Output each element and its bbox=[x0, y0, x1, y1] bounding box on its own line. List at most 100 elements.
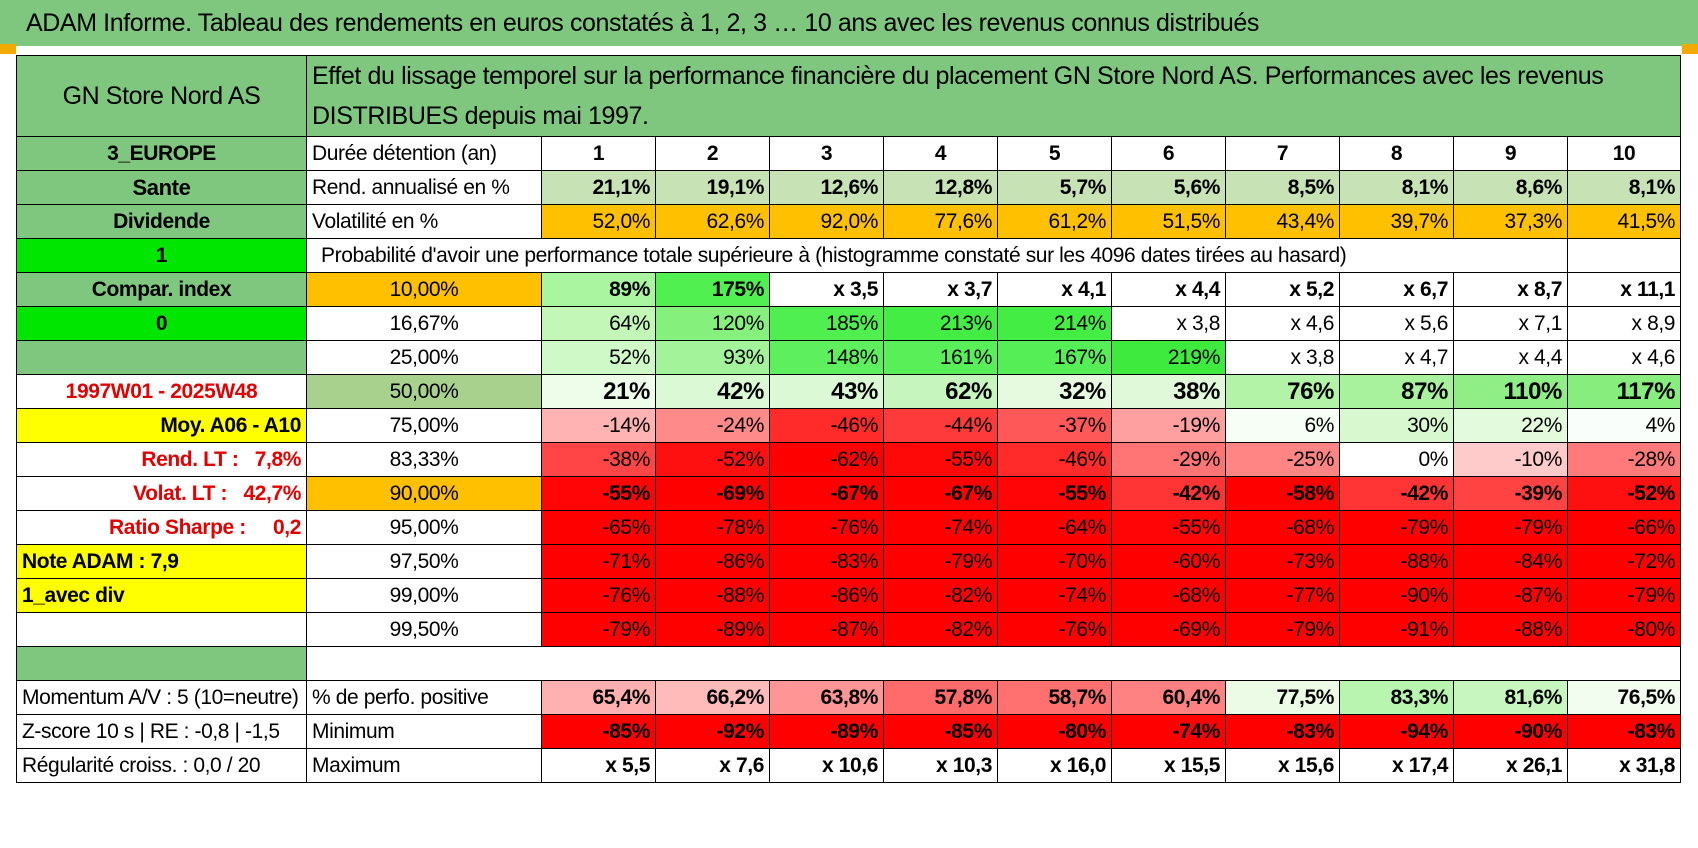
flag-zero: 0 bbox=[16, 306, 307, 341]
quantile-cell: -83% bbox=[769, 544, 884, 579]
annual-return-cell: 21,1% bbox=[541, 170, 656, 205]
year-header-cell: 2 bbox=[655, 136, 770, 171]
year-header-cell: 5 bbox=[997, 136, 1112, 171]
quantile-cell: 167% bbox=[997, 340, 1112, 375]
maximum-cell: x 16,0 bbox=[997, 748, 1112, 783]
quantile-cell: -79% bbox=[1225, 612, 1340, 647]
long-term-volatility-value: 42,7% bbox=[243, 481, 301, 505]
annual-return-cell: 8,1% bbox=[1566, 170, 1682, 205]
quantile-cell: x 7,1 bbox=[1453, 306, 1568, 341]
annual-return-cell: 8,6% bbox=[1453, 170, 1568, 205]
year-header-cell: 9 bbox=[1453, 136, 1568, 171]
quantile-cell: -89% bbox=[655, 612, 770, 647]
quantile-cell: -38% bbox=[541, 442, 656, 477]
maximum-cell: x 31,8 bbox=[1566, 748, 1682, 783]
quantile-cell: -80% bbox=[1566, 612, 1682, 647]
quantile-cell: -74% bbox=[997, 578, 1112, 613]
quantile-cell: -69% bbox=[1111, 612, 1226, 647]
positive-perf-cell: 83,3% bbox=[1339, 680, 1454, 715]
annual-return-cell: 5,6% bbox=[1111, 170, 1226, 205]
quantile-cell: -76% bbox=[541, 578, 656, 613]
volatility-cell: 62,6% bbox=[655, 204, 770, 239]
quantile-cell: -77% bbox=[1225, 578, 1340, 613]
quantile-cell: -55% bbox=[883, 442, 998, 477]
long-term-volatility: Volat. LT : 42,7% bbox=[16, 476, 307, 511]
positive-perf-cell: 60,4% bbox=[1111, 680, 1226, 715]
year-header-cell: 1 bbox=[541, 136, 656, 171]
quantile-cell: -29% bbox=[1111, 442, 1226, 477]
average-label: Moy. A06 - A10 bbox=[16, 408, 307, 443]
quantile-cell: x 4,4 bbox=[1111, 272, 1226, 307]
quantile-cell: -74% bbox=[883, 510, 998, 545]
regularity-label: Régularité croiss. : 0,0 / 20 bbox=[16, 748, 307, 783]
quantile-cell: -91% bbox=[1339, 612, 1454, 647]
quantile-cell: 42% bbox=[655, 374, 770, 409]
quantile-cell: -82% bbox=[883, 578, 998, 613]
quantile-cell: -25% bbox=[1225, 442, 1340, 477]
minimum-cell: -94% bbox=[1339, 714, 1454, 749]
quantile-cell: 93% bbox=[655, 340, 770, 375]
quantile-row: Volat. LT : 42,7% 90,00% -55% -69% -67% -67… bbox=[16, 476, 1682, 511]
quantile-cell: -46% bbox=[769, 408, 884, 443]
quantile-cell: -24% bbox=[655, 408, 770, 443]
report-banner: ADAM Informe. Tableau des rendements en … bbox=[0, 0, 1698, 46]
quantile-cell: x 4,4 bbox=[1453, 340, 1568, 375]
quantile-cell: 64% bbox=[541, 306, 656, 341]
quantile-cell: -84% bbox=[1453, 544, 1568, 579]
positive-perf-cell: 57,8% bbox=[883, 680, 998, 715]
volatility-cell: 37,3% bbox=[1453, 204, 1568, 239]
quantile-cell: 110% bbox=[1453, 374, 1568, 409]
adam-note: Note ADAM : 7,9 bbox=[16, 544, 307, 579]
year-header-cell: 3 bbox=[769, 136, 884, 171]
quantile-cell: -78% bbox=[655, 510, 770, 545]
quantile-cell: -90% bbox=[1339, 578, 1454, 613]
maximum-cell: x 7,6 bbox=[655, 748, 770, 783]
spacer-green-cell bbox=[16, 646, 307, 681]
quantile-cell: -52% bbox=[655, 442, 770, 477]
quantile-row: Rend. LT : 7,8% 83,33% -38% -52% -62% -55% -… bbox=[16, 442, 1682, 477]
quantile-cell: -86% bbox=[655, 544, 770, 579]
annual-return-label: Rend. annualisé en % bbox=[306, 170, 542, 205]
maximum-cell: x 17,4 bbox=[1339, 748, 1454, 783]
quantile-label: 10,00% bbox=[306, 272, 542, 307]
quantile-row: Ratio Sharpe : 0,2 95,00% -65% -78% -76% -7… bbox=[16, 510, 1682, 545]
quantile-cell: 120% bbox=[655, 306, 770, 341]
minimum-cell: -85% bbox=[541, 714, 656, 749]
quantile-cell: -88% bbox=[1453, 612, 1568, 647]
sharpe-ratio: Ratio Sharpe : 0,2 bbox=[16, 510, 307, 545]
quantile-cell: -62% bbox=[769, 442, 884, 477]
quantile-cell: -71% bbox=[541, 544, 656, 579]
quantile-cell: -37% bbox=[997, 408, 1112, 443]
corner-marker-left bbox=[0, 44, 16, 54]
minimum-cell: -85% bbox=[883, 714, 998, 749]
performance-table: GN Store Nord AS Effet du lissage tempor… bbox=[16, 55, 1682, 783]
quantile-label: 50,00% bbox=[306, 374, 542, 409]
maximum-cell: x 10,6 bbox=[769, 748, 884, 783]
quantile-cell: -64% bbox=[997, 510, 1112, 545]
zscore-label: Z-score 10 s | RE : -0,8 | -1,5 bbox=[16, 714, 307, 749]
quantile-cell: -87% bbox=[769, 612, 884, 647]
volatility-cell: 77,6% bbox=[883, 204, 998, 239]
quantile-cell: x 4,6 bbox=[1566, 340, 1682, 375]
volatility-row: Dividende Volatilité en % 52,0% 62,6% 92,0… bbox=[16, 204, 1682, 239]
quantile-label: 75,00% bbox=[306, 408, 542, 443]
side-empty-cell bbox=[16, 612, 307, 647]
quantile-cell: x 5,2 bbox=[1225, 272, 1340, 307]
quantile-cell: -82% bbox=[883, 612, 998, 647]
annual-return-cell: 8,1% bbox=[1339, 170, 1454, 205]
quantile-label: 99,50% bbox=[306, 612, 542, 647]
quantile-cell: -58% bbox=[1225, 476, 1340, 511]
quantile-cell: 32% bbox=[997, 374, 1112, 409]
maximum-label: Maximum bbox=[306, 748, 542, 783]
annual-return-row: Sante Rend. annualisé en % 21,1% 19,1% 12,… bbox=[16, 170, 1682, 205]
header-row: GN Store Nord AS Effet du lissage tempor… bbox=[16, 55, 1682, 137]
annual-return-cell: 12,6% bbox=[769, 170, 884, 205]
year-header-cell: 7 bbox=[1225, 136, 1340, 171]
long-term-return: Rend. LT : 7,8% bbox=[16, 442, 307, 477]
quantile-cell: -88% bbox=[1339, 544, 1454, 579]
probability-title-row: 1 Probabilité d'avoir une performance to… bbox=[16, 238, 1682, 273]
year-header-cell: 4 bbox=[883, 136, 998, 171]
quantile-cell: -79% bbox=[541, 612, 656, 647]
annual-return-cell: 5,7% bbox=[997, 170, 1112, 205]
maximum-cell: x 15,6 bbox=[1225, 748, 1340, 783]
